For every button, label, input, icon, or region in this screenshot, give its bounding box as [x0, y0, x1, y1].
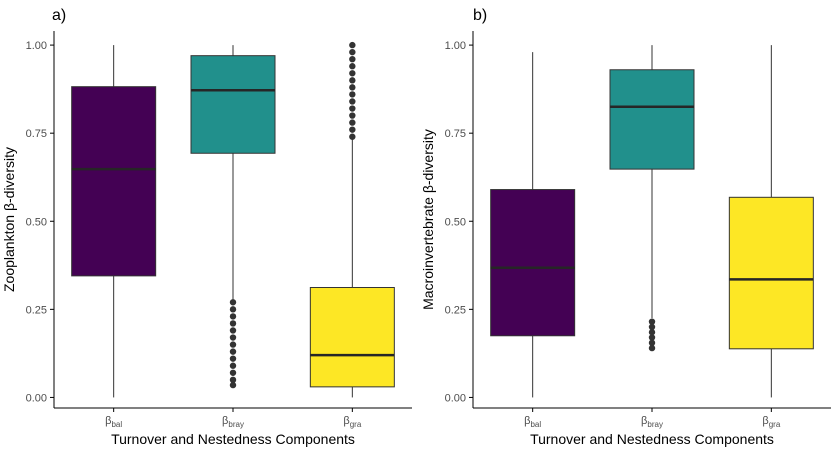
outlier-point: [229, 313, 237, 320]
outlier-point: [229, 306, 237, 313]
box-bal: [71, 45, 157, 398]
outlier-point: [349, 70, 356, 77]
outlier-point: [229, 341, 237, 348]
outlier-point: [648, 344, 656, 352]
y-axis-title: Macroinvertebrate β-diversity: [420, 129, 436, 310]
box-bal: [490, 52, 576, 398]
x-tick-label: βbray: [641, 415, 663, 429]
panel-b: b) 0.00 0.25 0.50 0.75 1.00 βbal βbray βgra Turno…: [420, 7, 831, 447]
box-iqr: [609, 69, 695, 170]
box-gra: [728, 45, 814, 398]
box-bray: [190, 45, 276, 389]
outlier-point: [229, 299, 237, 306]
y-tick-label: 0.75: [445, 128, 466, 140]
y-tick-label: 0.00: [26, 392, 47, 404]
outlier-point: [349, 105, 356, 112]
outlier-point: [229, 320, 237, 327]
outlier-point: [349, 91, 356, 98]
y-tick-label: 0.25: [445, 304, 466, 316]
panel-label: b): [473, 7, 487, 24]
box-iqr: [728, 196, 814, 350]
x-tick-label: βbal: [524, 415, 541, 429]
outlier-point: [349, 119, 356, 126]
y-tick-label: 0.00: [445, 392, 466, 404]
x-axis-title: Turnover and Nestedness Components: [111, 431, 355, 447]
outlier-point: [229, 369, 237, 376]
box-iqr: [190, 55, 276, 154]
box-gra: [309, 41, 395, 398]
panel-label: a): [52, 7, 66, 24]
x-axis-title: Turnover and Nestedness Components: [530, 431, 774, 447]
outlier-point: [648, 339, 656, 347]
x-tick-label: βbal: [105, 415, 122, 429]
y-tick-label: 1.00: [445, 40, 466, 52]
outlier-point: [349, 55, 356, 63]
y-axis-title: Zooplankton β-diversity: [1, 147, 17, 292]
box-iqr: [309, 287, 395, 388]
x-tick-label: βbray: [222, 415, 244, 429]
outlier-point: [229, 327, 237, 334]
y-tick-label: 1.00: [26, 40, 47, 52]
outlier-point: [349, 41, 356, 49]
outlier-point: [229, 334, 237, 341]
outlier-point: [229, 355, 237, 362]
outlier-point: [229, 381, 237, 389]
y-tick-label: 0.75: [26, 128, 47, 140]
outlier-point: [648, 334, 656, 341]
y-tick-label: 0.50: [445, 216, 466, 228]
outlier-point: [349, 63, 356, 70]
outlier-point: [229, 376, 237, 384]
outlier-point: [229, 362, 237, 369]
outlier-point: [648, 323, 656, 331]
outlier-point: [648, 329, 656, 336]
outlier-point: [349, 84, 356, 91]
outlier-point: [349, 112, 356, 119]
outlier-point: [349, 48, 356, 56]
y-tick-label: 0.25: [26, 304, 47, 316]
x-tick-label: βgra: [762, 415, 780, 429]
outlier-point: [229, 348, 237, 355]
outlier-point: [349, 126, 356, 133]
panel-a: a) 0.00 0.25 0.50 0.75 1.00 βbal βbray βgra Turno…: [1, 7, 412, 447]
y-tick-label: 0.50: [26, 216, 47, 228]
outlier-point: [349, 133, 356, 140]
x-tick-label: βgra: [343, 415, 361, 429]
outlier-point: [349, 77, 356, 84]
outlier-point: [648, 318, 656, 325]
box-iqr: [71, 86, 157, 277]
box-bray: [609, 45, 695, 352]
box-iqr: [490, 189, 576, 337]
outlier-point: [349, 98, 356, 105]
